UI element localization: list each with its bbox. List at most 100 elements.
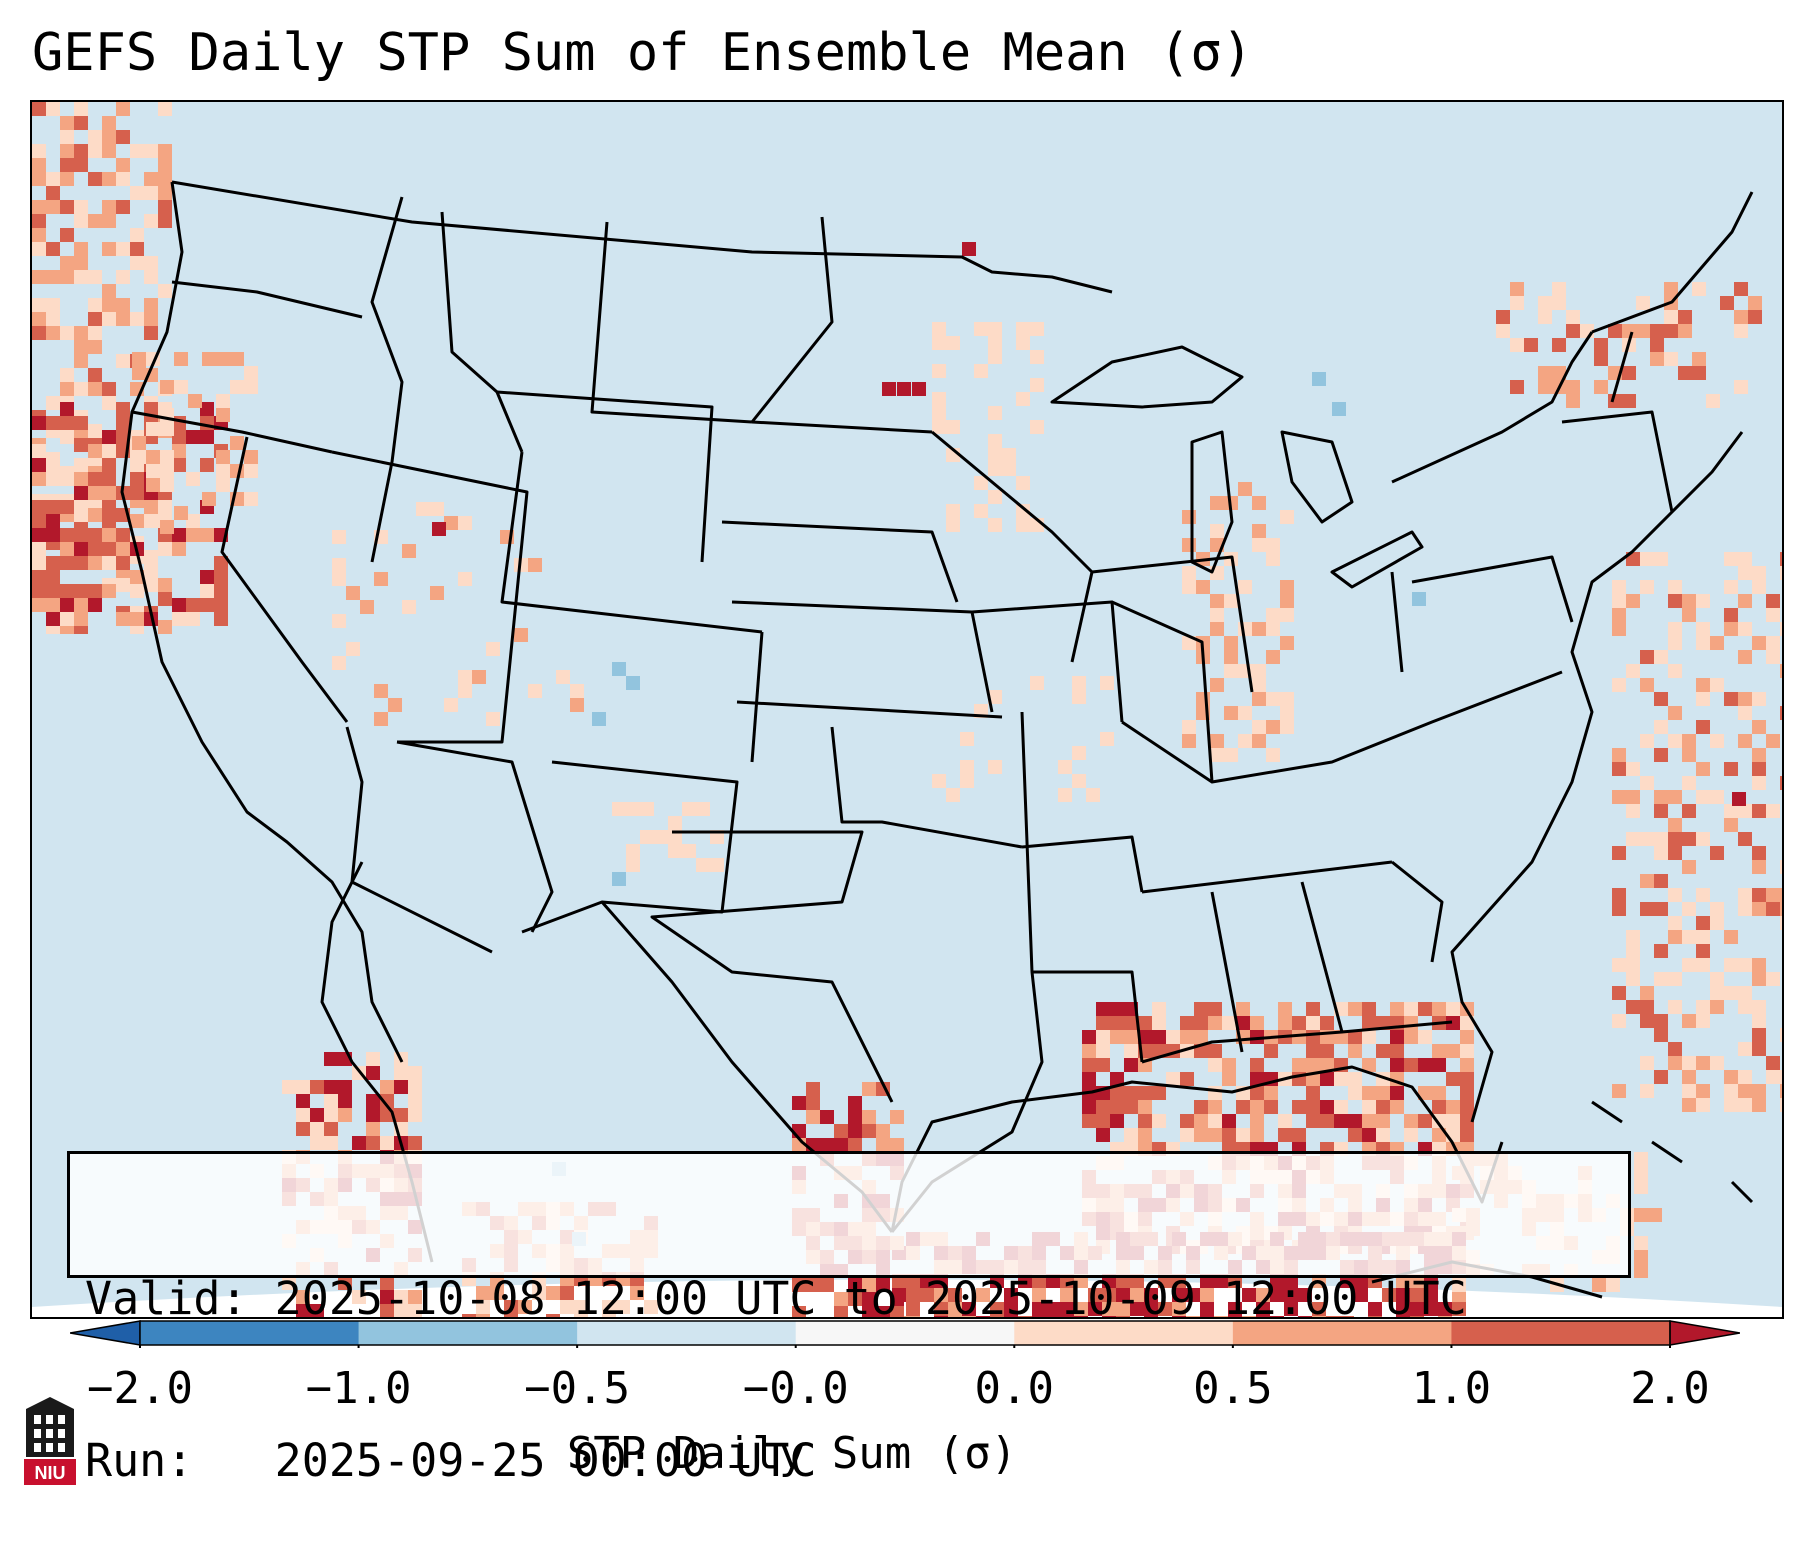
stp-cell <box>74 458 88 472</box>
stp-cell <box>200 430 214 444</box>
stp-cell <box>644 1300 658 1314</box>
stp-cell-high <box>882 382 896 396</box>
stp-cell <box>46 242 60 256</box>
stp-cell <box>1096 1100 1110 1114</box>
stp-cell <box>602 1314 616 1317</box>
stp-cell <box>1664 352 1678 366</box>
stp-cell <box>696 858 710 872</box>
stp-cell <box>1738 888 1752 902</box>
stp-cell <box>216 394 230 408</box>
stp-cell <box>1418 1002 1432 1016</box>
stp-cell <box>1752 902 1766 916</box>
stp-cell <box>332 530 346 544</box>
stp-cell <box>1102 1316 1116 1317</box>
stp-cell <box>1766 1070 1780 1084</box>
stp-cell <box>74 598 88 612</box>
stp-cell <box>32 584 46 598</box>
stp-cell <box>1348 1030 1362 1044</box>
stp-cell <box>574 1314 588 1317</box>
stp-cell <box>324 1080 338 1094</box>
stp-cell <box>848 1096 862 1110</box>
stp-cell <box>1362 1086 1376 1100</box>
stp-cell <box>1348 1072 1362 1086</box>
stp-cell <box>988 336 1002 350</box>
stp-cell <box>60 368 74 382</box>
stp-cell <box>1668 1056 1682 1070</box>
stp-cell <box>1432 1128 1446 1142</box>
stp-cell <box>1224 664 1238 678</box>
stp-cell <box>848 1110 862 1124</box>
stp-cell <box>1100 732 1114 746</box>
stp-cell <box>1552 282 1566 296</box>
stp-cell <box>806 1082 820 1096</box>
stp-cell <box>962 1302 976 1316</box>
stp-cell <box>1124 1086 1138 1100</box>
stp-cell <box>1362 1058 1376 1072</box>
stp-cell <box>1626 664 1640 678</box>
stp-cell <box>74 528 88 542</box>
stp-cell <box>1194 1030 1208 1044</box>
stp-cell <box>514 628 528 642</box>
stp-cell <box>102 200 116 214</box>
stp-cell <box>988 518 1002 532</box>
stp-cell <box>1116 1302 1130 1316</box>
stp-cell <box>946 336 960 350</box>
stp-cell <box>1668 636 1682 650</box>
stp-cell <box>160 520 174 534</box>
stp-cell <box>32 500 46 514</box>
stp-cell <box>792 1306 806 1317</box>
stp-cell <box>1766 972 1780 986</box>
stp-cell <box>1622 324 1636 338</box>
stp-cell <box>310 1108 324 1122</box>
stp-cell <box>60 402 74 416</box>
lake-huron <box>1280 430 1354 524</box>
stp-cell <box>946 420 960 434</box>
stp-cell <box>394 1080 408 1094</box>
stp-cell <box>1682 1070 1696 1084</box>
stp-cell <box>1654 692 1668 706</box>
stp-cell <box>1082 1114 1096 1128</box>
stp-cell <box>1594 380 1608 394</box>
stp-cell <box>32 556 46 570</box>
stp-cell <box>172 528 186 542</box>
stp-cell <box>324 1136 338 1150</box>
stp-cell <box>1752 1014 1766 1028</box>
stp-cell <box>1046 1302 1060 1316</box>
stp-cell <box>528 684 542 698</box>
stp-cell <box>1264 1086 1278 1100</box>
stp-cell <box>174 352 188 366</box>
stp-cell <box>186 528 200 542</box>
stp-cell <box>1654 748 1668 762</box>
stp-cell <box>1222 1016 1236 1030</box>
colorbar-bin <box>358 1321 578 1345</box>
stp-cell <box>1292 1100 1306 1114</box>
stp-cell <box>74 584 88 598</box>
stp-cell <box>862 1082 876 1096</box>
stp-cell <box>1278 1114 1292 1128</box>
stp-cell <box>1312 1302 1326 1316</box>
stp-cell <box>1752 958 1766 972</box>
stp-cell <box>324 1052 338 1066</box>
stp-cell <box>130 514 144 528</box>
stp-cell <box>402 544 416 558</box>
colorbar-extend-high <box>1669 1320 1740 1346</box>
stp-cell-high <box>912 382 926 396</box>
stp-cell-negative <box>612 662 626 676</box>
stp-cell <box>862 1306 876 1317</box>
stp-cell <box>906 1302 920 1316</box>
stp-cell <box>1222 1114 1236 1128</box>
stp-cell <box>1222 1072 1236 1086</box>
stp-cell <box>962 1316 976 1317</box>
stp-cell <box>46 200 60 214</box>
stp-cell <box>1396 1288 1410 1302</box>
stp-cell <box>88 508 102 522</box>
stp-cell <box>1166 1030 1180 1044</box>
stp-cell <box>1060 1316 1074 1317</box>
colorbar-tick-label: −2.0 <box>87 1363 193 1414</box>
stp-cell <box>74 200 88 214</box>
stp-cell <box>144 172 158 186</box>
stp-cell <box>1110 1114 1124 1128</box>
stp-cell <box>990 1302 1004 1316</box>
stp-cell <box>1734 324 1748 338</box>
stp-cell <box>1460 1072 1474 1086</box>
